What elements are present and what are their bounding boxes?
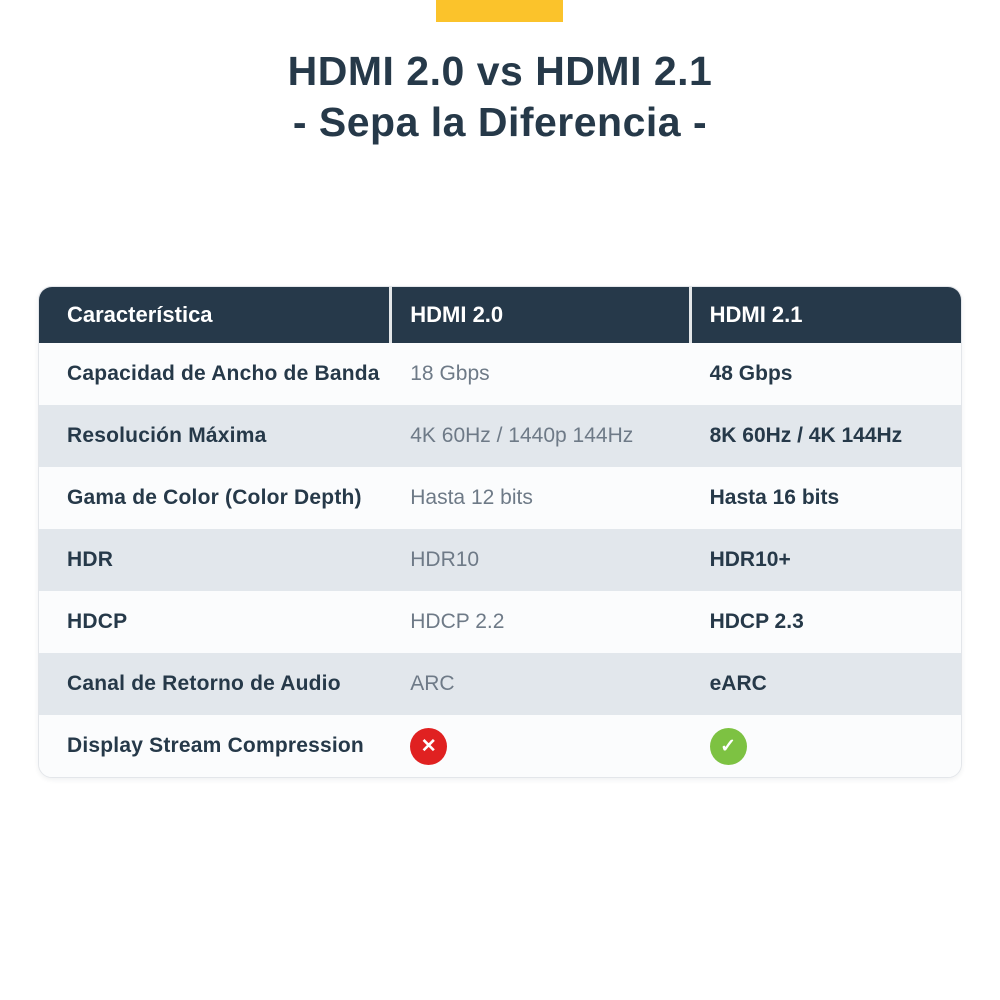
table-header-row: Característica HDMI 2.0 HDMI 2.1 bbox=[39, 287, 961, 343]
feature-label: HDR bbox=[67, 548, 114, 571]
header-divider bbox=[389, 287, 392, 343]
hdmi21-value: ✓ bbox=[688, 727, 961, 765]
table-row: Display Stream Compression ✕ ✓ bbox=[39, 715, 961, 777]
hdmi21-value: 48 Gbps bbox=[709, 362, 793, 385]
table-row: Canal de Retorno de Audio ARC eARC bbox=[39, 653, 961, 715]
page-title: HDMI 2.0 vs HDMI 2.1 - Sepa la Diferenci… bbox=[0, 46, 1000, 148]
accent-bar bbox=[436, 0, 563, 22]
feature-label: Gama de Color (Color Depth) bbox=[67, 486, 362, 509]
feature-label: Canal de Retorno de Audio bbox=[67, 672, 341, 695]
feature-label: Resolución Máxima bbox=[67, 424, 267, 447]
check-circle-icon: ✓ bbox=[709, 727, 747, 765]
comparison-table: Característica HDMI 2.0 HDMI 2.1 Capacid… bbox=[38, 286, 962, 778]
hdmi21-value: Hasta 16 bits bbox=[709, 486, 840, 509]
title-line-1: HDMI 2.0 vs HDMI 2.1 bbox=[287, 48, 713, 94]
hdmi21-value: eARC bbox=[709, 672, 767, 695]
feature-label: HDCP bbox=[67, 610, 128, 633]
hdmi21-value: 8K 60Hz / 4K 144Hz bbox=[709, 424, 903, 447]
feature-label: Display Stream Compression bbox=[67, 734, 364, 757]
table-row: Resolución Máxima 4K 60Hz / 1440p 144Hz … bbox=[39, 405, 961, 467]
table-row: HDR HDR10 HDR10+ bbox=[39, 529, 961, 591]
hdmi21-value: HDCP 2.3 bbox=[709, 610, 804, 633]
column-header-hdmi21: HDMI 2.1 bbox=[709, 302, 803, 327]
hdmi20-value: 18 Gbps bbox=[410, 362, 490, 385]
hdmi20-value: ARC bbox=[410, 672, 455, 695]
hdmi20-value: Hasta 12 bits bbox=[410, 486, 533, 509]
hdmi20-value: ✕ bbox=[388, 727, 687, 765]
cross-circle-icon: ✕ bbox=[410, 727, 448, 765]
column-header-hdmi20: HDMI 2.0 bbox=[410, 302, 504, 327]
table-row: Capacidad de Ancho de Banda 18 Gbps 48 G… bbox=[39, 343, 961, 405]
hdmi20-value: HDCP 2.2 bbox=[410, 610, 505, 633]
feature-label: Capacidad de Ancho de Banda bbox=[67, 362, 380, 385]
hdmi21-value: HDR10+ bbox=[709, 548, 791, 571]
hdmi20-value: HDR10 bbox=[410, 548, 480, 571]
hdmi20-value: 4K 60Hz / 1440p 144Hz bbox=[410, 424, 634, 447]
table-row: Gama de Color (Color Depth) Hasta 12 bit… bbox=[39, 467, 961, 529]
table-row: HDCP HDCP 2.2 HDCP 2.3 bbox=[39, 591, 961, 653]
header-divider bbox=[689, 287, 692, 343]
title-line-2: - Sepa la Diferencia - bbox=[292, 99, 708, 145]
column-header-feature: Característica bbox=[67, 302, 213, 327]
